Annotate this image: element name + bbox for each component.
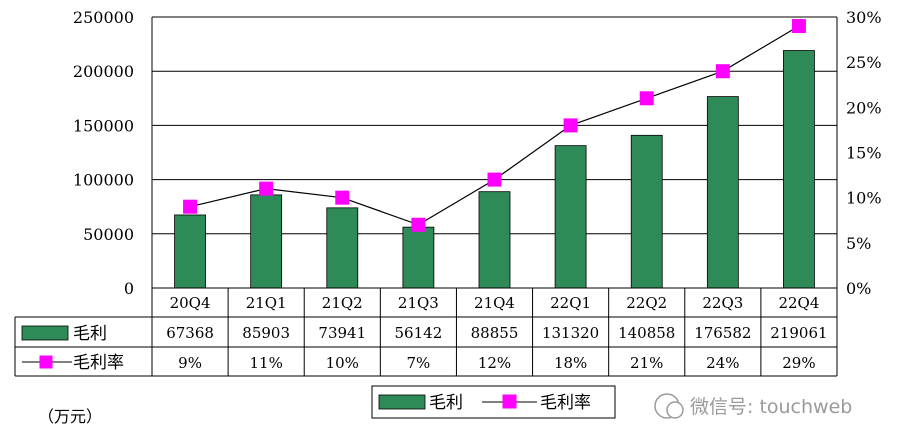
bar-value-label: 140858 xyxy=(618,324,675,342)
category-label: 22Q3 xyxy=(702,294,743,312)
left-tick-label: 200000 xyxy=(73,62,134,81)
margin-value-label: 11% xyxy=(249,354,282,372)
margin-value-label: 29% xyxy=(782,354,815,372)
margin-value-label: 12% xyxy=(478,354,511,372)
bar-value-label: 56142 xyxy=(395,324,443,342)
bar-value-label: 73941 xyxy=(318,324,366,342)
margin-point xyxy=(411,217,426,232)
bar-series xyxy=(174,50,815,289)
right-tick-label: 5% xyxy=(846,234,871,253)
margin-point xyxy=(183,199,198,214)
margin-point xyxy=(487,172,502,187)
margin-value-label: 10% xyxy=(326,354,359,372)
left-tick-label: 100000 xyxy=(73,171,134,190)
left-tick-label: 50000 xyxy=(83,225,134,244)
bar xyxy=(706,96,739,289)
right-tick-label: 10% xyxy=(846,189,882,208)
left-tick-label: 0 xyxy=(124,279,134,298)
margin-point xyxy=(563,118,578,133)
wechat-icon-inner xyxy=(666,401,684,419)
bar xyxy=(783,50,815,289)
legend-line-marker xyxy=(502,394,517,409)
row-bar-swatch xyxy=(21,325,69,341)
row-line-label: 毛利率 xyxy=(73,353,124,373)
right-tick-label: 25% xyxy=(846,53,882,72)
bar-value-label: 219061 xyxy=(770,324,827,342)
legend-bar-label: 毛利 xyxy=(429,393,463,413)
data-table: 20Q4 21Q1 21Q2 21Q3 21Q4 22Q1 22Q2 22Q3 22Q4 6736… xyxy=(14,287,838,377)
margin-value-label: 24% xyxy=(706,354,739,372)
line-series xyxy=(183,19,806,232)
legend-bar-swatch xyxy=(378,394,426,410)
margin-value-label: 9% xyxy=(178,354,202,372)
bar xyxy=(326,207,359,289)
bar-value-label: 176582 xyxy=(694,324,751,342)
margin-point xyxy=(335,190,350,205)
bar xyxy=(630,134,663,289)
margin-value-label: 7% xyxy=(406,354,430,372)
bar xyxy=(174,214,206,289)
row-line-marker xyxy=(39,355,53,369)
right-tick-label: 0% xyxy=(846,279,871,298)
bar-value-label: 85903 xyxy=(242,324,290,342)
margin-point xyxy=(791,19,806,34)
category-label: 21Q1 xyxy=(246,294,287,312)
row-bar-label: 毛利 xyxy=(73,324,107,344)
margin-point xyxy=(259,181,274,196)
bar-value-label: 131320 xyxy=(542,324,599,342)
watermark-text: 微信号: touchweb xyxy=(690,396,852,418)
margin-value-label: 18% xyxy=(554,354,587,372)
category-label: 22Q4 xyxy=(778,294,819,312)
bar xyxy=(478,191,511,289)
margin-value-label: 21% xyxy=(630,354,663,372)
left-tick-label: 150000 xyxy=(73,116,134,135)
margin-point xyxy=(639,91,654,106)
left-tick-label: 250000 xyxy=(73,8,134,27)
watermark: 微信号: touchweb xyxy=(654,393,852,419)
bar xyxy=(554,145,587,289)
right-tick-label: 15% xyxy=(846,144,882,163)
legend: 毛利 毛利率 xyxy=(371,385,616,419)
bar xyxy=(250,194,283,289)
right-tick-label: 20% xyxy=(846,98,882,117)
right-tick-label: 30% xyxy=(846,8,882,27)
category-label: 22Q2 xyxy=(626,294,667,312)
margin-point xyxy=(715,64,730,79)
axes: 0 50000 100000 150000 200000 250000 0% 5% 10% 15%… xyxy=(73,8,882,298)
category-label: 21Q3 xyxy=(398,294,439,312)
category-label: 20Q4 xyxy=(170,294,211,312)
category-label: 22Q1 xyxy=(550,294,591,312)
bar-value-label: 88855 xyxy=(471,324,519,342)
category-label: 21Q2 xyxy=(322,294,363,312)
unit-label: （万元） xyxy=(38,407,102,426)
category-label: 21Q4 xyxy=(474,294,515,312)
legend-line-label: 毛利率 xyxy=(540,393,591,413)
bar xyxy=(402,226,435,289)
bar-value-label: 67368 xyxy=(166,324,214,342)
